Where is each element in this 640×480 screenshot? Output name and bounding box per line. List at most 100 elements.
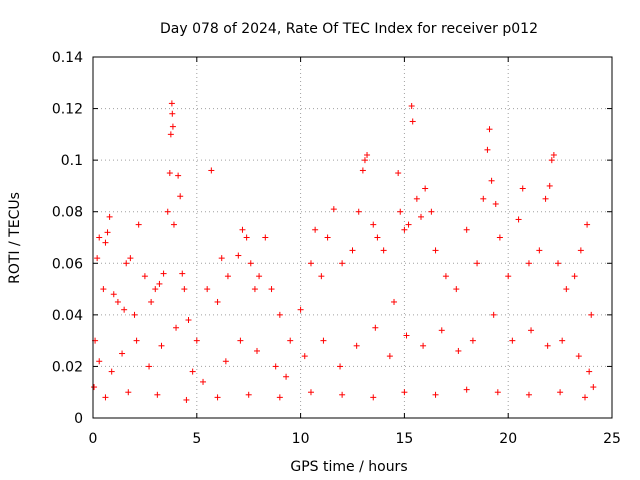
data-point [525,391,532,398]
y-tick-label: 0.02 [52,359,83,375]
y-tick-label: 0.08 [52,205,83,221]
data-point [525,260,532,267]
data-point [183,396,190,403]
data-point [167,131,174,138]
data-point [245,391,252,398]
y-axis-label: ROTI / TECUs [7,192,23,284]
data-point [131,311,138,318]
data-point [370,394,377,401]
data-point [156,280,163,287]
y-tick-label: 0.06 [52,256,83,272]
data-point [463,226,470,233]
data-point [480,195,487,202]
data-point [214,298,221,305]
data-point [169,123,176,130]
data-point [582,394,589,401]
data-point [94,255,101,262]
data-point [469,337,476,344]
data-point [339,260,346,267]
data-point [287,337,294,344]
data-point [106,213,113,220]
data-point [544,342,551,349]
data-point [559,337,566,344]
data-point [575,353,582,360]
data-point [152,286,159,293]
data-point [179,270,186,277]
data-point [121,306,128,313]
data-point [301,353,308,360]
data-point [123,260,130,267]
data-point [272,363,279,370]
data-point [330,206,337,213]
x-tick-label: 10 [292,431,310,447]
data-point [247,260,254,267]
y-tick-label: 0.1 [61,153,83,169]
data-point [519,185,526,192]
data-point [438,327,445,334]
data-point [339,391,346,398]
data-point [141,273,148,280]
data-point [96,234,103,241]
data-point [251,286,258,293]
data-point [422,185,429,192]
axis-ticks: 0 5 10 15 20 25 0 0.02 0.04 0.06 0.08 0.1 0.12 0.14 [52,50,621,447]
data-point [262,234,269,241]
data-point [370,221,377,228]
data-point [307,389,314,396]
x-tick-label: 25 [603,431,621,447]
data-point [486,126,493,133]
data-point [283,373,290,380]
data-point [432,247,439,254]
data-point [318,273,325,280]
data-point [528,327,535,334]
y-tick-label: 0.12 [52,102,83,118]
data-point [453,286,460,293]
data-point [413,195,420,202]
data-point [349,247,356,254]
data-point [125,389,132,396]
data-points [91,100,597,403]
data-point [254,347,261,354]
data-point [91,384,98,391]
data-point [119,350,126,357]
data-point [193,337,200,344]
data-point [420,342,427,349]
data-point [557,389,564,396]
data-point [555,260,562,267]
data-point [96,358,103,365]
data-point [208,167,215,174]
data-point [102,394,109,401]
data-point [353,342,360,349]
data-point [104,229,111,236]
x-tick-label: 5 [192,431,201,447]
plot-frame [92,56,613,419]
data-point [110,291,117,298]
data-point [297,306,304,313]
chart-title: Day 078 of 2024, Rate Of TEC Index for r… [160,21,538,37]
x-tick-label: 20 [499,431,517,447]
y-tick-label: 0.14 [52,50,83,66]
data-point [372,324,379,331]
data-point [148,298,155,305]
x-tick-label: 0 [89,431,98,447]
data-point [463,386,470,393]
data-point [133,337,140,344]
data-point [584,221,591,228]
data-point [590,384,597,391]
data-point [361,157,368,164]
data-point [418,213,425,220]
data-point [204,286,211,293]
data-point [380,247,387,254]
data-point [146,363,153,370]
data-point [428,208,435,215]
data-point [108,368,115,375]
data-point [403,332,410,339]
data-point [386,353,393,360]
data-point [492,200,499,207]
data-point [408,102,415,109]
data-point [177,193,184,200]
data-point [135,221,142,228]
data-point [571,273,578,280]
